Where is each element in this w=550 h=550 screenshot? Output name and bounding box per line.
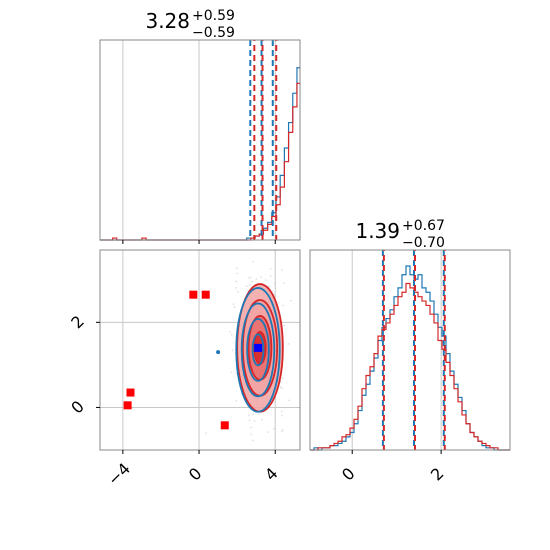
hist-series-red bbox=[100, 82, 300, 241]
sample-point bbox=[251, 439, 254, 442]
sample-point bbox=[253, 231, 255, 233]
sample-point bbox=[273, 427, 275, 430]
hist-series-red bbox=[310, 282, 510, 451]
marker-blue bbox=[254, 343, 263, 352]
panel-title-plus: +0.59 bbox=[192, 8, 235, 24]
sample-point bbox=[269, 268, 272, 270]
sample-point bbox=[260, 276, 262, 279]
sample-point bbox=[290, 299, 292, 302]
panel-title-value: 3.28 bbox=[145, 9, 190, 33]
sample-point bbox=[235, 267, 238, 270]
hist-series-blue bbox=[100, 67, 300, 241]
sample-point bbox=[260, 418, 263, 421]
sample-point bbox=[264, 279, 267, 281]
sample-point bbox=[231, 349, 234, 352]
panel-frame bbox=[99, 39, 301, 241]
sample-point bbox=[245, 285, 248, 288]
marker-red bbox=[189, 290, 198, 299]
sample-point bbox=[248, 283, 251, 286]
sample-point bbox=[247, 414, 250, 417]
sample-point bbox=[230, 333, 233, 336]
sample-point bbox=[252, 260, 255, 263]
sample-point bbox=[257, 413, 260, 416]
marker-red bbox=[126, 388, 135, 397]
sample-point bbox=[283, 282, 286, 285]
sample-point bbox=[273, 282, 276, 285]
panel-title-value: 1.39 bbox=[355, 219, 400, 243]
sample-point bbox=[233, 306, 236, 309]
sample-point bbox=[229, 330, 231, 333]
sample-point bbox=[236, 272, 239, 275]
marker-red bbox=[123, 401, 132, 410]
sample-point bbox=[281, 414, 283, 417]
joint-inner bbox=[100, 231, 300, 472]
sample-point bbox=[281, 387, 284, 389]
x-tick-label: 2 bbox=[427, 464, 448, 485]
sample-point bbox=[249, 276, 252, 279]
sample-point bbox=[230, 371, 233, 374]
sample-point bbox=[235, 280, 238, 283]
histogram-y-panel: 1.39 +0.67−0.70 0 2 bbox=[309, 218, 511, 485]
histogram-x-panel: 3.28 +0.59−0.59 bbox=[99, 8, 301, 244]
sample-point bbox=[279, 386, 282, 388]
sample-point bbox=[250, 426, 253, 429]
sample-point bbox=[267, 431, 270, 434]
x-tick-label: 0 bbox=[185, 464, 206, 485]
panel-title-minus: −0.59 bbox=[192, 25, 235, 41]
x-tick-label: 4 bbox=[261, 464, 282, 485]
y-tick-label: 0 bbox=[67, 397, 88, 418]
joint-scatter-panel: −4 0 4 0 2 bbox=[67, 231, 301, 489]
sample-point bbox=[253, 420, 256, 423]
panel-frame bbox=[309, 249, 511, 451]
sample-point bbox=[235, 372, 238, 375]
contour-blue bbox=[235, 287, 281, 413]
sample-point bbox=[283, 324, 286, 327]
sample-point bbox=[248, 419, 251, 422]
sample-point bbox=[250, 433, 253, 436]
sample-point bbox=[287, 342, 290, 345]
sample-point bbox=[268, 285, 271, 288]
outlier-dot-blue bbox=[216, 350, 221, 355]
panel-title-minus: −0.70 bbox=[402, 235, 445, 251]
sample-point bbox=[232, 303, 235, 306]
sample-point bbox=[281, 429, 284, 431]
sample-point bbox=[269, 275, 272, 277]
sample-point bbox=[252, 413, 254, 415]
contour-blue bbox=[246, 318, 270, 382]
sample-point bbox=[237, 291, 239, 293]
sample-point bbox=[255, 278, 258, 280]
sample-point bbox=[288, 399, 291, 402]
marker-red bbox=[201, 290, 210, 299]
panel-title-plus: +0.67 bbox=[402, 218, 445, 234]
sample-point bbox=[247, 277, 250, 279]
contour-blue bbox=[240, 302, 276, 398]
sample-point bbox=[282, 377, 284, 380]
hist-series-blue bbox=[310, 265, 510, 451]
sample-point bbox=[280, 430, 283, 432]
sample-point bbox=[279, 381, 282, 384]
sample-point bbox=[281, 269, 283, 271]
sample-point bbox=[225, 470, 227, 472]
sample-point bbox=[205, 432, 208, 435]
sample-point bbox=[282, 304, 284, 307]
sample-point bbox=[233, 245, 235, 247]
sample-point bbox=[235, 286, 238, 289]
x-tick-label: −4 bbox=[104, 459, 134, 489]
sample-point bbox=[277, 301, 280, 304]
x-tick-label: 0 bbox=[338, 464, 359, 485]
y-tick-label: 2 bbox=[67, 312, 88, 333]
sample-point bbox=[251, 280, 254, 283]
sample-point bbox=[235, 399, 238, 402]
contour-blue bbox=[251, 333, 265, 367]
panel-frame bbox=[99, 249, 301, 451]
sample-point bbox=[280, 410, 283, 413]
marker-red bbox=[220, 421, 229, 430]
